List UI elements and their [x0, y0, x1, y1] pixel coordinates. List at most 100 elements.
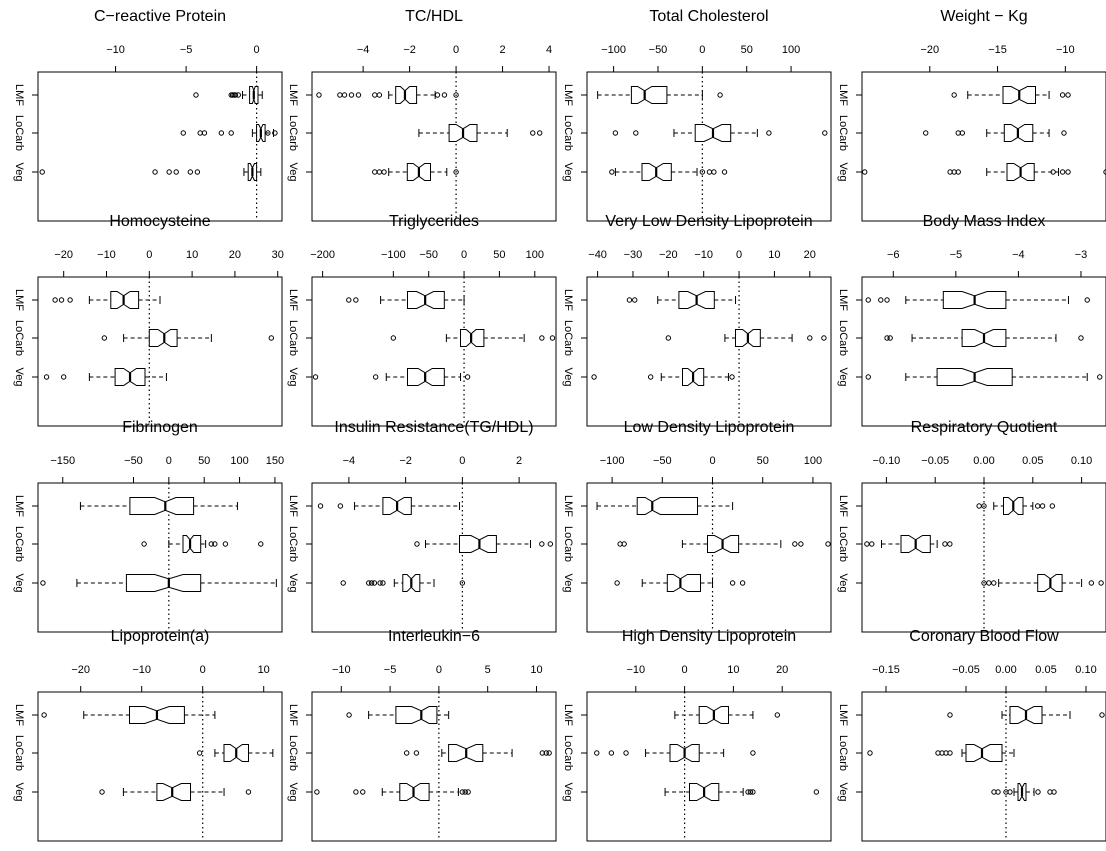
- panel-15: High Density Lipoprotein −10 0 10 20 LMF LoCar…: [562, 628, 832, 842]
- box-veg: Veg: [837, 783, 1057, 801]
- tick-label: −10: [332, 664, 351, 676]
- box-lmf: LMF: [287, 289, 465, 311]
- outlier-point: [729, 580, 736, 586]
- outlier-point: [348, 92, 355, 98]
- box-veg: Veg: [837, 574, 1104, 592]
- notched-box: [395, 706, 438, 724]
- outlier-point: [878, 297, 884, 303]
- category-label: LMF: [837, 704, 849, 726]
- outlier-point: [337, 92, 343, 98]
- outlier-point: [991, 580, 997, 586]
- outlier-point: [1035, 789, 1041, 795]
- outlier-point: [1084, 297, 1090, 303]
- outlier-point: [798, 541, 804, 547]
- outlier-point: [792, 541, 798, 547]
- outlier-point: [58, 297, 65, 303]
- category-label: LMF: [287, 704, 299, 726]
- outlier-point: [807, 335, 813, 341]
- tick-label: −5: [950, 249, 963, 261]
- outlier-point: [1065, 92, 1071, 98]
- box-veg: Veg: [837, 163, 1106, 181]
- tick-label: 0.10: [1071, 455, 1092, 467]
- plot-frame: [586, 482, 832, 633]
- outlier-point: [862, 169, 868, 175]
- box-locarb: LoCarb: [562, 526, 831, 562]
- outlier-point: [821, 335, 827, 341]
- outlier-point: [947, 541, 953, 547]
- outlier-point: [441, 92, 448, 98]
- category-label: LMF: [13, 704, 25, 726]
- box-veg: Veg: [13, 574, 277, 592]
- box-lmf: LMF: [13, 289, 161, 311]
- box-veg: Veg: [287, 783, 471, 802]
- outlier-point: [459, 580, 466, 586]
- category-label: Veg: [287, 783, 299, 802]
- category-label: LMF: [287, 495, 299, 517]
- panel-title: High Density Lipoprotein: [622, 628, 796, 645]
- outlier-point: [633, 130, 639, 136]
- category-label: LoCarb: [13, 320, 25, 356]
- outlier-point: [371, 580, 378, 586]
- category-label: Veg: [287, 574, 299, 593]
- panel-title: C−reactive Protein: [94, 8, 226, 25]
- outlier-point: [372, 92, 378, 98]
- box-locarb: LoCarb: [837, 735, 1015, 771]
- tick-label: −0.10: [872, 455, 900, 467]
- category-label: LoCarb: [562, 526, 574, 562]
- outlier-point: [353, 297, 359, 303]
- box-lmf: LMF: [287, 704, 450, 726]
- outlier-point: [99, 789, 105, 795]
- outlier-point: [312, 374, 319, 380]
- box-lmf: LMF: [562, 289, 737, 311]
- category-label: LMF: [13, 289, 25, 311]
- box-veg: Veg: [837, 368, 1103, 386]
- notched-box: [156, 783, 191, 801]
- panel-title: Fibrinogen: [122, 419, 198, 436]
- outlier-point: [865, 374, 871, 380]
- outlier-point: [865, 297, 871, 303]
- outlier-point: [774, 712, 781, 718]
- tick-label: 100: [782, 44, 800, 56]
- panel-4: Weight − Kg −20 −15 −10 LMF LoCarb Veg: [837, 8, 1106, 222]
- tick-label: −50: [653, 455, 672, 467]
- box-locarb: LoCarb: [837, 526, 953, 562]
- box-locarb: LoCarb: [13, 526, 264, 562]
- outlier-point: [632, 297, 638, 303]
- box-lmf: LMF: [837, 704, 1105, 726]
- box-veg: Veg: [287, 368, 471, 386]
- outlier-point: [623, 750, 629, 756]
- tick-label: −50: [124, 455, 143, 467]
- outlier-point: [232, 92, 239, 98]
- outlier-point: [272, 130, 278, 136]
- tick-label: 20: [229, 249, 241, 261]
- box-locarb: LoCarb: [562, 115, 828, 151]
- outlier-point: [546, 750, 552, 756]
- box-locarb: LoCarb: [562, 735, 756, 771]
- outlier-point: [547, 541, 554, 547]
- outlier-point: [366, 580, 372, 586]
- box-locarb: LoCarb: [287, 320, 556, 356]
- outlier-point: [609, 169, 615, 175]
- box-lmf: LMF: [837, 84, 1071, 106]
- panel-title: Total Cholesterol: [649, 8, 768, 25]
- outlier-point: [608, 750, 615, 756]
- tick-label: 0: [699, 44, 705, 56]
- category-label: LMF: [287, 84, 299, 106]
- panel-10: Insulin Resistance(TG/HDL) −4 −2 0 2 LMF LoCar…: [287, 419, 557, 633]
- box-veg: Veg: [287, 163, 459, 181]
- box-lmf: LMF: [562, 495, 734, 517]
- outlier-point: [218, 130, 225, 136]
- panel-8: Body Mass Index −6 −5 −4 −3 LMF LoCarb Veg: [837, 213, 1106, 427]
- outlier-point: [594, 750, 600, 756]
- box-locarb: LoCarb: [287, 735, 552, 771]
- tick-label: 0.10: [1075, 664, 1096, 676]
- category-label: Veg: [562, 368, 574, 387]
- outlier-point: [711, 169, 717, 175]
- tick-label: 10: [258, 664, 270, 676]
- tick-label: −0.15: [872, 664, 900, 676]
- tick-label: 4: [546, 44, 552, 56]
- outlier-point: [1007, 789, 1013, 795]
- outlier-point: [1061, 130, 1067, 136]
- outlier-point: [187, 169, 194, 175]
- category-label: LMF: [562, 495, 574, 517]
